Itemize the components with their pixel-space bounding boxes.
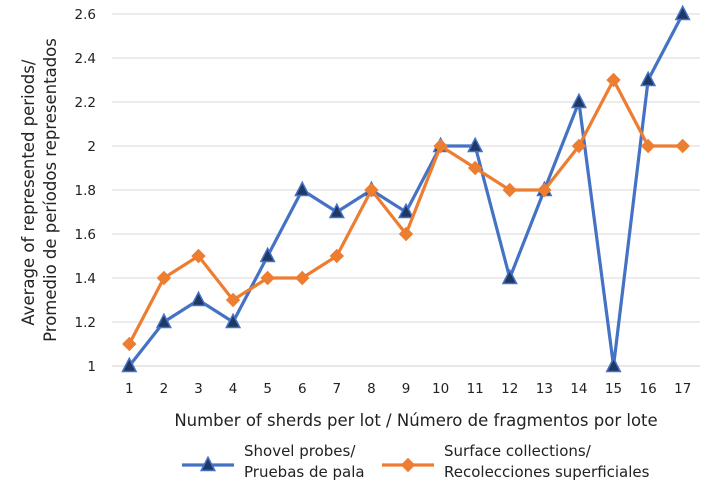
data-point [328,202,345,219]
y-axis-title-line-2: Promedio de períodos representados [41,38,60,342]
y-tick-label: 2.2 [75,95,96,111]
data-point [190,290,207,307]
data-point [640,70,657,87]
x-tick-label: 8 [367,381,376,397]
x-tick-label: 10 [432,381,449,397]
data-point [191,248,206,264]
legend-label-line-1: Surface collections/ [444,442,592,460]
data-point [295,270,310,286]
y-tick-label: 1.6 [75,227,96,243]
x-tick-label: 12 [501,381,518,397]
data-point [397,202,415,219]
legend-marker [199,455,217,472]
x-tick-labels: 1 2 3 4 5 6 7 8 9 10 11 12 13 14 15 16 17 [125,381,691,397]
data-point [640,138,656,154]
data-point [260,270,275,286]
data-point [571,138,587,154]
data-point [501,268,518,285]
data-point [121,356,138,373]
x-tick-label: 15 [605,381,622,397]
data-point [329,248,345,264]
data-point [606,72,621,88]
y-tick-label: 1.8 [75,183,96,199]
data-point [225,292,241,308]
legend-item-1: Shovel probes/Pruebas de pala [182,442,365,481]
data-point [675,138,690,154]
x-tick-label: 17 [674,381,691,397]
legend-label: Surface collections/Recolecciones superf… [444,442,650,481]
x-tick-label: 9 [402,381,411,397]
series-2 [122,72,690,352]
data-point [259,246,276,263]
y-tick-label: 1 [87,359,96,375]
data-point [537,182,552,198]
y-tick-labels: 1 1.2 1.4 1.6 1.8 2 2.2 2.4 2.6 [75,7,96,375]
y-tick-label: 2.4 [75,51,96,67]
data-point [225,312,242,329]
legend-label-line-1: Shovel probes/ [244,442,356,460]
x-tick-label: 4 [229,381,238,397]
data-point [122,336,137,352]
y-tick-label: 1.4 [75,271,96,287]
x-tick-label: 3 [194,381,203,397]
data-point [467,160,483,176]
legend-label: Shovel probes/Pruebas de pala [244,442,365,481]
legend: Shovel probes/Pruebas de pala Surface col… [182,442,650,481]
data-point [364,182,379,198]
y-tick-label: 1.2 [75,315,96,331]
x-axis-title: Number of sherds per lot / Número de fra… [174,411,657,430]
x-tick-label: 13 [536,381,553,397]
data-point [467,136,484,153]
data-point [433,138,448,154]
series-layer [121,4,691,373]
data-point [605,356,622,373]
legend-marker [400,457,416,473]
data-point [570,92,587,109]
x-tick-label: 14 [570,381,587,397]
x-tick-label: 7 [333,381,342,397]
series-1 [121,4,691,373]
y-axis-title: Average of represented periods/ Promedio… [19,38,60,342]
data-point [156,270,172,286]
x-tick-label: 11 [467,381,484,397]
x-tick-label: 16 [640,381,657,397]
legend-item-2: Surface collections/Recolecciones superf… [382,442,650,481]
data-point [294,180,311,197]
y-axis-title-line-1: Average of represented periods/ [19,59,38,325]
x-tick-label: 2 [160,381,169,397]
data-point [398,226,414,242]
x-tick-label: 1 [125,381,134,397]
y-tick-label: 2 [87,139,96,155]
x-tick-label: 5 [263,381,272,397]
x-tick-label: 6 [298,381,307,397]
y-tick-label: 2.6 [75,7,96,23]
data-point [674,4,691,21]
data-point [155,312,172,329]
legend-label-line-2: Recolecciones superficiales [444,463,650,481]
grid-lines [112,13,700,367]
data-point [502,182,517,198]
legend-label-line-2: Pruebas de pala [244,463,365,481]
